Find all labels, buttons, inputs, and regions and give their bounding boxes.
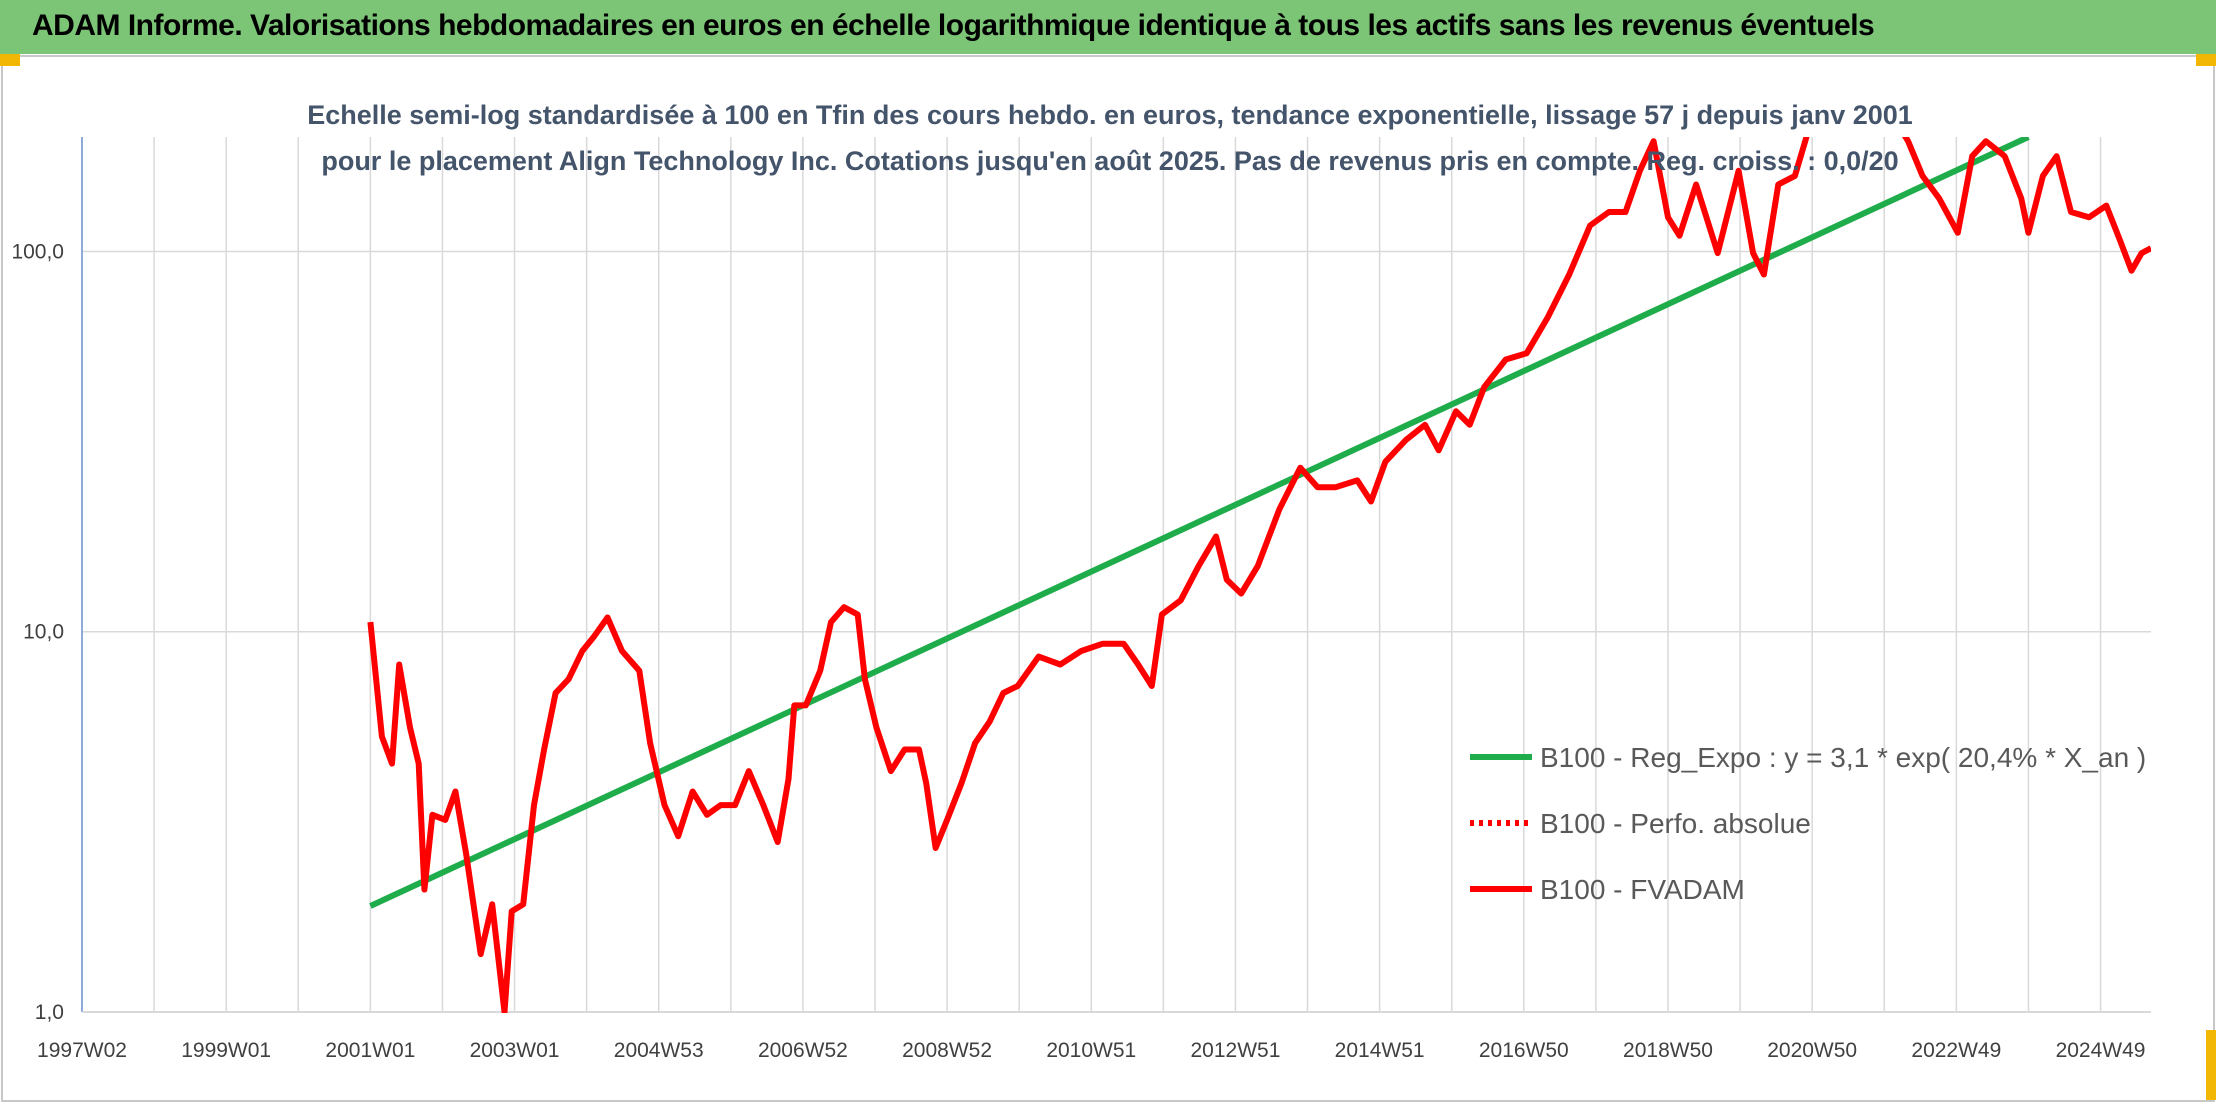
x-tick-label: 2001W01 bbox=[325, 1039, 415, 1062]
x-tick-label: 2020W50 bbox=[1767, 1039, 1857, 1062]
x-tick-label: 2003W01 bbox=[470, 1039, 560, 1062]
x-tick-label: 2010W51 bbox=[1046, 1039, 1136, 1062]
y-tick-label: 1,0 bbox=[35, 1001, 64, 1024]
x-tick-label: 1997W02 bbox=[37, 1039, 127, 1062]
x-tick-label: 2012W51 bbox=[1190, 1039, 1280, 1062]
legend-label: B100 - FVADAM bbox=[1540, 874, 1745, 905]
plot-area bbox=[367, 137, 2151, 1013]
corner bbox=[2206, 1030, 2216, 1100]
frame bbox=[1, 55, 2215, 1102]
series-line bbox=[367, 137, 2151, 1013]
x-tick-label: 2004W53 bbox=[614, 1039, 704, 1062]
y-tick-label: 100,0 bbox=[11, 240, 64, 263]
header-bar: ADAM Informe. Valorisations hebdomadaire… bbox=[0, 0, 2216, 54]
legend-label: B100 - Perfo. absolue bbox=[1540, 808, 1811, 839]
x-tick-label: 2014W51 bbox=[1335, 1039, 1425, 1062]
x-tick-label: 1999W01 bbox=[181, 1039, 271, 1062]
legend-label: B100 - Reg_Expo : y = 3,1 * exp( 20,4% *… bbox=[1540, 742, 2146, 773]
corner bbox=[0, 54, 20, 66]
x-tick-label: 2016W50 bbox=[1479, 1039, 1569, 1062]
x-tick-label: 2022W49 bbox=[1911, 1039, 2001, 1062]
x-tick-label: 2008W52 bbox=[902, 1039, 992, 1062]
series-line bbox=[369, 137, 2030, 909]
chart-title: ADAM Informe. Valorisations hebdomadaire… bbox=[32, 9, 1875, 42]
x-tick-label: 2006W52 bbox=[758, 1039, 848, 1062]
y-tick-label: 10,0 bbox=[23, 621, 64, 644]
x-tick-label: 2018W50 bbox=[1623, 1039, 1713, 1062]
x-tick-label: 2024W49 bbox=[2056, 1039, 2146, 1062]
chart-subtitle: Echelle semi-log standardisée à 100 en T… bbox=[307, 100, 1913, 176]
corner bbox=[2196, 54, 2216, 66]
